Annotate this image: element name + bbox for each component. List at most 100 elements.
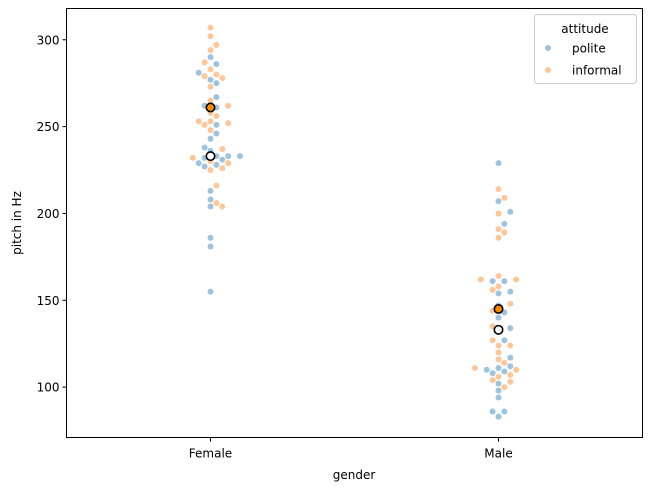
mean-marker-polite xyxy=(205,151,216,162)
data-point-polite xyxy=(495,314,502,321)
data-point-polite xyxy=(201,144,208,151)
data-point-polite xyxy=(213,121,220,128)
data-point-informal xyxy=(219,165,226,172)
data-point-polite xyxy=(195,69,202,76)
x-tick-label: Female xyxy=(189,447,232,461)
data-point-polite xyxy=(495,290,502,297)
y-tick-label: 200 xyxy=(37,207,60,221)
legend-label-polite: polite xyxy=(572,42,606,56)
data-point-informal xyxy=(495,226,502,233)
legend-title: attitude xyxy=(561,22,608,36)
mean-markers xyxy=(205,102,504,335)
x-tick-label: Male xyxy=(484,447,512,461)
data-point-informal xyxy=(225,160,232,167)
data-point-polite xyxy=(501,408,508,415)
data-point-polite xyxy=(213,130,220,137)
data-point-polite xyxy=(207,203,214,210)
data-point-informal xyxy=(495,272,502,279)
data-point-polite xyxy=(489,278,496,285)
data-points xyxy=(189,24,520,420)
data-point-informal xyxy=(207,97,214,104)
data-point-informal xyxy=(189,154,196,161)
data-point-polite xyxy=(495,413,502,420)
y-tick-label: 100 xyxy=(37,381,60,395)
data-point-polite xyxy=(207,54,214,61)
data-point-informal xyxy=(495,186,502,193)
data-point-informal xyxy=(507,378,514,385)
data-point-informal xyxy=(207,83,214,90)
data-point-informal xyxy=(195,118,202,125)
data-point-informal xyxy=(489,377,496,384)
data-point-informal xyxy=(207,47,214,54)
data-point-polite xyxy=(495,365,502,372)
data-point-informal xyxy=(501,194,508,201)
data-point-informal xyxy=(213,113,220,120)
data-point-informal xyxy=(507,342,514,349)
data-point-informal xyxy=(219,74,226,81)
plot-frame xyxy=(66,8,643,438)
data-point-polite xyxy=(489,370,496,377)
data-point-informal xyxy=(213,41,220,48)
data-point-polite xyxy=(213,161,220,168)
data-point-polite xyxy=(495,160,502,167)
data-point-informal xyxy=(213,71,220,78)
data-point-informal xyxy=(219,146,226,153)
data-point-polite xyxy=(219,156,226,163)
data-point-polite xyxy=(207,243,214,250)
data-point-informal xyxy=(501,359,508,366)
x-axis: Female Male xyxy=(189,437,513,461)
data-point-polite xyxy=(207,196,214,203)
data-point-informal xyxy=(207,167,214,174)
data-point-informal xyxy=(507,371,514,378)
data-point-polite xyxy=(195,160,202,167)
y-tick-label: 150 xyxy=(37,294,60,308)
data-point-polite xyxy=(213,94,220,101)
data-point-informal xyxy=(225,120,232,127)
data-point-polite xyxy=(507,354,514,361)
data-point-informal xyxy=(201,73,208,80)
data-point-informal xyxy=(477,276,484,283)
data-point-informal xyxy=(207,66,214,73)
data-point-informal xyxy=(225,102,232,109)
legend-marker-informal xyxy=(545,67,551,73)
data-point-polite xyxy=(213,61,220,68)
y-tick-label: 300 xyxy=(37,33,60,47)
mean-marker-informal xyxy=(493,303,504,314)
data-point-informal xyxy=(501,384,508,391)
data-point-polite xyxy=(501,220,508,227)
data-point-polite xyxy=(507,363,514,370)
data-point-informal xyxy=(219,203,226,210)
y-tick-label: 250 xyxy=(37,120,60,134)
mean-marker-polite xyxy=(493,324,504,335)
data-point-polite xyxy=(207,288,214,295)
data-point-informal xyxy=(495,283,502,290)
data-point-informal xyxy=(489,286,496,293)
legend: attitude polite informal xyxy=(534,14,637,84)
data-point-informal xyxy=(201,59,208,66)
data-point-polite xyxy=(236,153,243,160)
data-point-informal xyxy=(207,24,214,31)
data-point-informal xyxy=(495,342,502,349)
data-point-polite xyxy=(495,380,502,387)
data-point-informal xyxy=(207,127,214,134)
data-point-informal xyxy=(201,121,208,128)
data-point-polite xyxy=(495,394,502,401)
y-axis-label: pitch in Hz xyxy=(10,191,24,255)
y-axis: 100 150 200 250 300 xyxy=(37,33,67,395)
data-point-informal xyxy=(495,234,502,241)
data-point-polite xyxy=(501,278,508,285)
data-point-informal xyxy=(471,365,478,372)
data-point-polite xyxy=(495,198,502,205)
x-axis-label: gender xyxy=(333,468,376,482)
data-point-informal xyxy=(213,200,220,207)
data-point-informal xyxy=(495,373,502,380)
data-point-polite xyxy=(507,288,514,295)
legend-marker-polite xyxy=(545,45,551,51)
legend-box xyxy=(534,14,637,84)
data-point-polite xyxy=(501,337,508,344)
data-point-informal xyxy=(495,356,502,363)
data-point-informal xyxy=(513,276,520,283)
data-point-informal xyxy=(207,33,214,40)
data-point-polite xyxy=(483,366,490,373)
